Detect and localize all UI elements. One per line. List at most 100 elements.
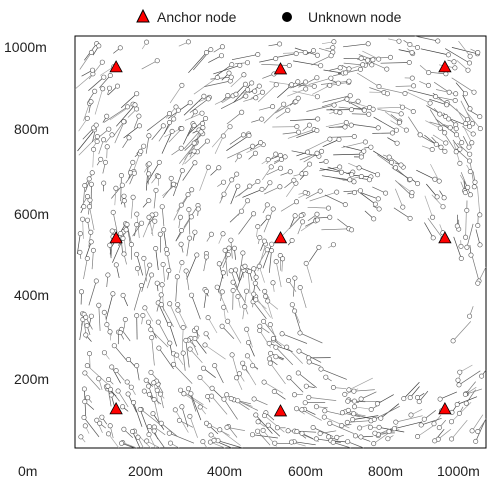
unknown-node-point bbox=[357, 425, 363, 431]
unknown-node-point bbox=[105, 383, 111, 389]
unknown-node-point bbox=[171, 361, 177, 367]
unknown-node-point bbox=[314, 217, 320, 223]
estimate-vector bbox=[299, 287, 307, 308]
unknown-node-point bbox=[446, 116, 452, 122]
unknown-node-point bbox=[266, 340, 272, 346]
estimate-vector bbox=[426, 183, 438, 198]
estimate-vector bbox=[266, 167, 281, 176]
unknown-node-point bbox=[219, 53, 225, 59]
unknown-node-point bbox=[396, 38, 402, 44]
unknown-node-point bbox=[358, 174, 364, 180]
unknown-node-point bbox=[389, 130, 395, 136]
estimate-vector bbox=[431, 194, 444, 207]
unknown-node-point bbox=[346, 66, 352, 72]
unknown-node-point bbox=[270, 104, 276, 110]
estimate-vector bbox=[78, 118, 88, 132]
unknown-node-point bbox=[462, 190, 468, 196]
unknown-node-point bbox=[453, 126, 459, 132]
unknown-node-point bbox=[187, 235, 193, 241]
estimate-vector bbox=[416, 169, 436, 180]
unknown-node-point bbox=[128, 384, 134, 390]
unknown-node-point bbox=[463, 121, 469, 127]
unknown-node-point bbox=[401, 396, 407, 402]
unknown-node-point bbox=[101, 74, 107, 80]
unknown-node-point bbox=[159, 204, 165, 210]
unknown-node-point bbox=[228, 74, 234, 80]
unknown-node-point bbox=[101, 137, 107, 143]
unknown-node-point bbox=[156, 345, 162, 351]
estimate-vector bbox=[321, 228, 349, 231]
unknown-node-point bbox=[179, 228, 185, 234]
unknown-node-point bbox=[367, 424, 373, 430]
unknown-node-point bbox=[273, 354, 279, 360]
estimate-vector bbox=[181, 406, 189, 428]
estimate-vector bbox=[433, 81, 450, 93]
unknown-node-point bbox=[144, 438, 150, 444]
unknown-node-point bbox=[239, 208, 245, 214]
unknown-node-point bbox=[314, 211, 320, 217]
unknown-node-point bbox=[469, 428, 475, 434]
unknown-node-point bbox=[330, 384, 336, 390]
unknown-node-point bbox=[245, 60, 251, 66]
unknown-node-point bbox=[449, 436, 455, 442]
estimate-vector bbox=[145, 135, 150, 154]
unknown-node-point bbox=[289, 238, 295, 244]
unknown-node-point bbox=[136, 113, 142, 119]
estimate-vector bbox=[103, 106, 128, 123]
unknown-node-point bbox=[400, 204, 406, 210]
unknown-node-point bbox=[134, 251, 140, 257]
unknown-node-point bbox=[260, 427, 266, 433]
unknown-node-point bbox=[188, 214, 194, 220]
estimate-vector bbox=[148, 217, 154, 236]
unknown-node-point bbox=[152, 218, 158, 224]
unknown-node-point bbox=[106, 431, 112, 437]
unknown-node-point bbox=[96, 302, 102, 308]
estimate-vector bbox=[322, 95, 351, 103]
estimate-vector bbox=[199, 167, 209, 191]
unknown-node-point bbox=[465, 117, 471, 123]
estimate-vector bbox=[218, 263, 224, 279]
unknown-node-point bbox=[447, 125, 453, 131]
unknown-node-point bbox=[185, 39, 191, 45]
estimate-vector bbox=[445, 48, 470, 64]
estimate-vector bbox=[257, 430, 271, 446]
estimate-vector bbox=[223, 399, 238, 420]
unknown-node-point bbox=[437, 111, 443, 117]
estimate-vector bbox=[333, 124, 352, 128]
estimate-vector bbox=[462, 125, 473, 143]
unknown-node-point bbox=[83, 314, 89, 320]
unknown-node-point bbox=[96, 43, 102, 49]
estimate-vector bbox=[405, 90, 431, 104]
estimate-vector bbox=[292, 90, 318, 98]
estimate-vector bbox=[150, 329, 169, 348]
unknown-node-point bbox=[120, 404, 126, 410]
unknown-node-point bbox=[146, 424, 152, 430]
unknown-node-point bbox=[430, 235, 436, 241]
unknown-node-point bbox=[331, 102, 337, 108]
unknown-node-point bbox=[84, 115, 90, 121]
estimate-vector bbox=[246, 329, 253, 348]
estimate-vector bbox=[430, 163, 440, 182]
unknown-node-point bbox=[267, 322, 273, 328]
unknown-node-point bbox=[356, 165, 362, 171]
unknown-node-point bbox=[85, 395, 91, 401]
unknown-node-point bbox=[194, 325, 200, 331]
unknown-node-point bbox=[126, 135, 132, 141]
estimate-vector bbox=[179, 420, 194, 428]
unknown-node-point bbox=[226, 70, 232, 76]
unknown-node-point bbox=[305, 149, 311, 155]
unknown-node-point bbox=[214, 284, 220, 290]
y-tick-1000: 1000m bbox=[4, 39, 47, 55]
unknown-node-point bbox=[352, 433, 358, 439]
unknown-node-point bbox=[444, 102, 450, 108]
unknown-node-point bbox=[98, 156, 104, 162]
unknown-node-point bbox=[459, 140, 465, 146]
estimate-vector bbox=[269, 343, 293, 352]
unknown-node-point bbox=[431, 421, 437, 427]
estimate-vector bbox=[307, 206, 329, 209]
estimate-vector bbox=[179, 142, 197, 164]
unknown-node-point bbox=[384, 91, 390, 97]
anchor-node-point bbox=[109, 402, 123, 415]
unknown-node-point bbox=[407, 176, 413, 182]
unknown-node-point bbox=[158, 420, 164, 426]
